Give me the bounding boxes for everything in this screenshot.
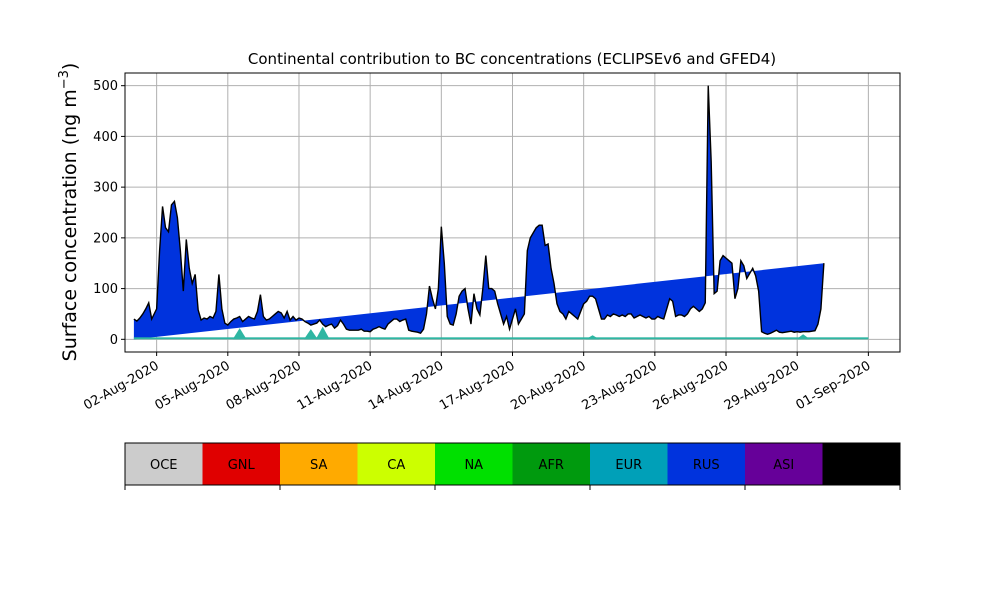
legend-label-eur: EUR bbox=[615, 458, 642, 473]
area-eur bbox=[232, 328, 247, 340]
legend-label-rus: RUS bbox=[693, 458, 720, 473]
x-tick-label: 23-Aug-2020 bbox=[580, 358, 660, 413]
x-tick-label: 11-Aug-2020 bbox=[295, 358, 375, 413]
legend-swatch-asi bbox=[745, 443, 823, 485]
legend-frame bbox=[124, 442, 901, 486]
legend-label-afr: AFR bbox=[539, 458, 564, 473]
x-tick-label: 20-Aug-2020 bbox=[508, 358, 588, 413]
y-tick-label: 100 bbox=[93, 282, 118, 297]
legend-swatch-sa bbox=[280, 443, 358, 485]
y-tick-label: 400 bbox=[93, 130, 118, 145]
chart-title: Continental contribution to BC concentra… bbox=[248, 50, 776, 68]
legend-swatch-gnl bbox=[202, 443, 280, 485]
legend-swatch-eur bbox=[590, 443, 668, 485]
legend-swatch-oce bbox=[125, 443, 203, 485]
legend-swatch-afr bbox=[512, 443, 590, 485]
x-tick-label: 26-Aug-2020 bbox=[651, 358, 731, 413]
y-tick-label: 500 bbox=[93, 79, 118, 94]
legend-label-gnl: GNL bbox=[228, 458, 256, 473]
legend-label-aus: AUS bbox=[848, 458, 875, 473]
total-line bbox=[133, 85, 825, 335]
legend-colorbar: OCE GNL SA CA NA AFR EUR RUS ASI AUS bbox=[124, 442, 901, 490]
x-tick-label: 02-Aug-2020 bbox=[81, 358, 161, 413]
area-eur bbox=[315, 326, 330, 340]
legend-label-oce: OCE bbox=[150, 458, 178, 473]
y-axis-label-close: ) bbox=[59, 63, 81, 70]
x-tick-label: 29-Aug-2020 bbox=[722, 358, 802, 413]
area-series bbox=[133, 85, 869, 340]
x-axis: 02-Aug-202005-Aug-202008-Aug-202011-Aug-… bbox=[81, 352, 873, 414]
legend-swatch-ca bbox=[357, 443, 435, 485]
y-tick-label: 200 bbox=[93, 231, 118, 246]
legend-label-asi: ASI bbox=[773, 458, 794, 473]
area-eur-baseline bbox=[133, 337, 869, 340]
y-axis-label-main: Surface concentration (ng m bbox=[59, 89, 81, 361]
x-tick-label: 14-Aug-2020 bbox=[366, 358, 446, 413]
x-tick-label: 01-Sep-2020 bbox=[794, 358, 874, 413]
x-tick-label: 08-Aug-2020 bbox=[224, 358, 304, 413]
grid bbox=[125, 73, 900, 352]
legend-label-na: NA bbox=[464, 458, 483, 473]
y-tick-label: 300 bbox=[93, 181, 118, 196]
legend-label-ca: CA bbox=[387, 458, 405, 473]
area-eur bbox=[303, 329, 318, 340]
x-tick-label: 17-Aug-2020 bbox=[437, 358, 517, 413]
legend-swatch-na bbox=[435, 443, 513, 485]
legend-swatch-aus bbox=[822, 443, 900, 485]
legend-swatch-rus bbox=[667, 443, 745, 485]
y-axis: 0 100 200 300 400 500 bbox=[93, 79, 125, 348]
legend-label-sa: SA bbox=[310, 458, 327, 473]
y-tick-label: 0 bbox=[110, 333, 118, 348]
y-axis-label: Surface concentration (ng m−3) bbox=[57, 63, 81, 362]
x-tick-label: 05-Aug-2020 bbox=[152, 358, 232, 413]
y-axis-label-exponent: −3 bbox=[57, 70, 72, 89]
